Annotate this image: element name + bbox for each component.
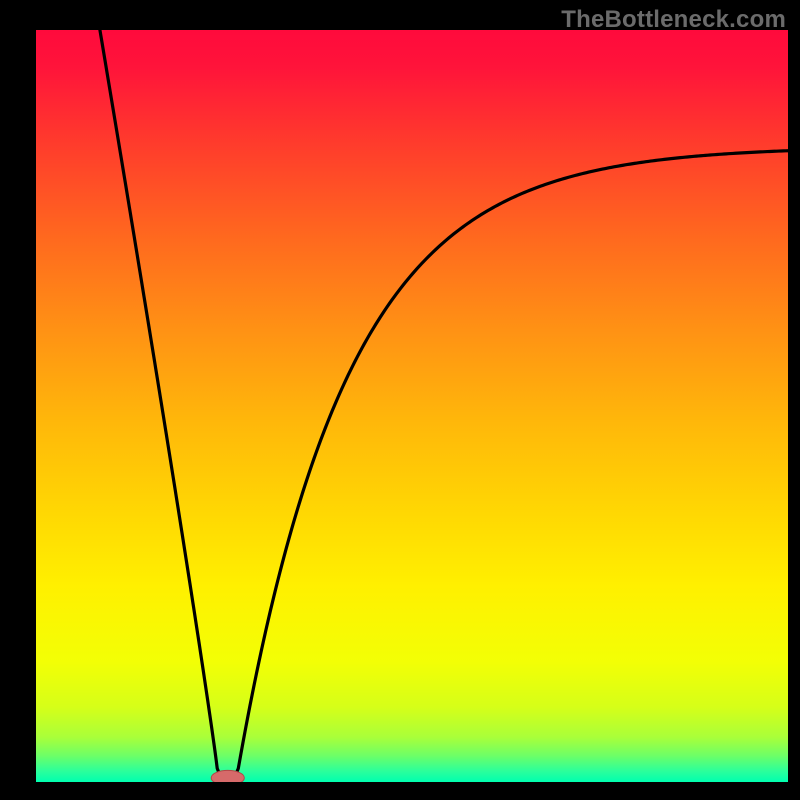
- plot-svg: [36, 30, 788, 782]
- valley-marker: [211, 770, 244, 782]
- gradient-background: [36, 30, 788, 782]
- chart-frame: TheBottleneck.com: [0, 0, 800, 800]
- plot-area: [36, 30, 788, 782]
- watermark-text: TheBottleneck.com: [561, 6, 786, 34]
